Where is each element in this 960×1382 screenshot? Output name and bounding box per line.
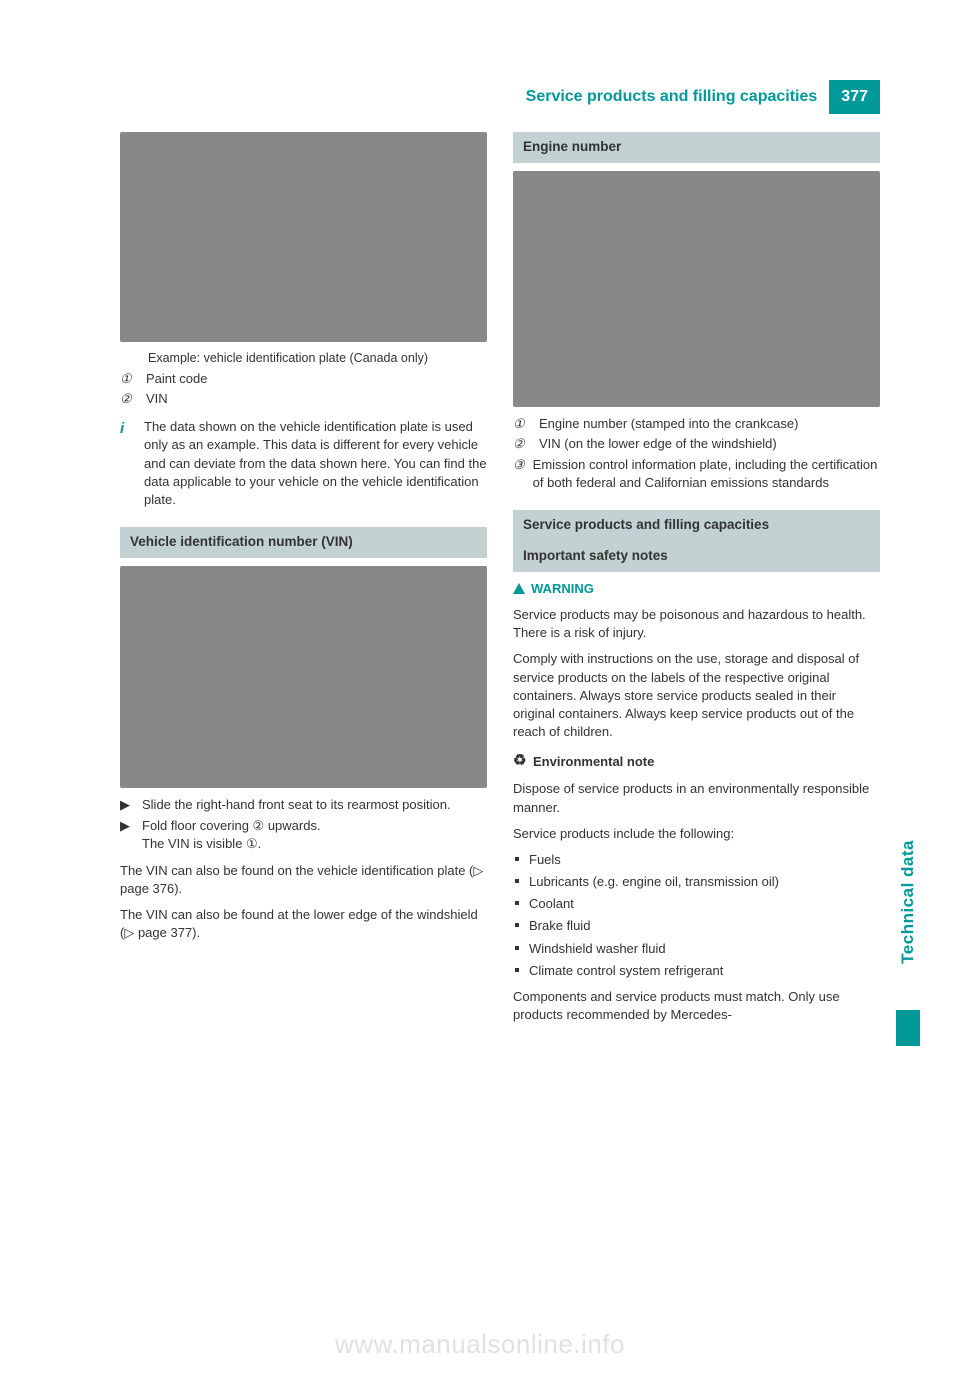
vehicle-id-plate-image <box>120 132 487 342</box>
step-text: Fold floor covering ② upwards. The VIN i… <box>142 817 321 853</box>
callout-num: ① <box>513 415 531 433</box>
section-heading-service: Service products and filling capacities <box>513 510 880 541</box>
list-item: Brake fluid <box>513 917 880 935</box>
warning-heading: WARNING <box>513 580 880 598</box>
callout-row: ② VIN <box>120 390 487 408</box>
callout-num: ① <box>120 370 138 388</box>
callout-row: ③ Emission control information plate, in… <box>513 456 880 492</box>
list-item: Coolant <box>513 895 880 913</box>
callout-num: ② <box>513 435 531 453</box>
service-tail-paragraph: Components and service products must mat… <box>513 988 880 1024</box>
step-caret-icon: ▶ <box>120 817 134 853</box>
environment-icon: ♻ <box>513 751 527 772</box>
content-columns: Example: vehicle identification plate (C… <box>0 132 960 1032</box>
callout-text: VIN (on the lower edge of the windshield… <box>539 435 777 453</box>
id-plate-caption: Example: vehicle identification plate (C… <box>148 350 487 368</box>
warning-paragraph: Comply with instructions on the use, sto… <box>513 650 880 741</box>
engine-number-image <box>513 171 880 407</box>
warning-triangle-icon <box>513 583 525 594</box>
body-paragraph: The VIN can also be found at the lower e… <box>120 906 487 942</box>
page-container: Service products and filling capacities … <box>0 80 960 1382</box>
callout-row: ① Engine number (stamped into the crankc… <box>513 415 880 433</box>
body-paragraph: The VIN can also be found on the vehicle… <box>120 862 487 898</box>
page-header: Service products and filling capacities … <box>120 80 880 114</box>
environment-label: Environmental note <box>533 753 654 771</box>
header-title: Service products and filling capacities <box>526 86 830 108</box>
callout-num: ③ <box>513 456 525 492</box>
callout-row: ① Paint code <box>120 370 487 388</box>
step-text: Slide the right-hand front seat to its r… <box>142 796 451 814</box>
environment-paragraph: Dispose of service products in an enviro… <box>513 780 880 816</box>
callout-text: Emission control information plate, incl… <box>533 456 880 492</box>
side-tab-marker <box>896 1010 920 1046</box>
info-icon: i <box>120 418 136 509</box>
section-heading-vin: Vehicle identification number (VIN) <box>120 527 487 558</box>
info-text: The data shown on the vehicle identifica… <box>144 418 487 509</box>
warning-label: WARNING <box>531 580 594 598</box>
list-item: Lubricants (e.g. engine oil, transmissio… <box>513 873 880 891</box>
environmental-heading: ♻ Environmental note <box>513 751 880 772</box>
right-column: Engine number ① Engine number (stamped i… <box>513 132 880 1032</box>
section-heading-safety: Important safety notes <box>513 541 880 572</box>
callout-text: Engine number (stamped into the crankcas… <box>539 415 798 433</box>
callout-text: Paint code <box>146 370 207 388</box>
info-note: i The data shown on the vehicle identifi… <box>120 418 487 509</box>
callout-num: ② <box>120 390 138 408</box>
section-heading-engine: Engine number <box>513 132 880 163</box>
list-item: Climate control system refrigerant <box>513 962 880 980</box>
list-item: Windshield washer fluid <box>513 940 880 958</box>
callout-row: ② VIN (on the lower edge of the windshie… <box>513 435 880 453</box>
callout-text: VIN <box>146 390 168 408</box>
vin-location-image <box>120 566 487 788</box>
warning-paragraph: Service products may be poisonous and ha… <box>513 606 880 642</box>
step-row: ▶ Fold floor covering ② upwards. The VIN… <box>120 817 487 853</box>
service-products-list: Fuels Lubricants (e.g. engine oil, trans… <box>513 851 880 980</box>
left-column: Example: vehicle identification plate (C… <box>120 132 487 1032</box>
list-item: Fuels <box>513 851 880 869</box>
step-caret-icon: ▶ <box>120 796 134 814</box>
side-tab-label: Technical data <box>896 840 920 964</box>
page-number: 377 <box>829 80 880 114</box>
watermark: www.manualsonline.info <box>0 1326 960 1362</box>
warning-block: WARNING Service products may be poisonou… <box>513 580 880 742</box>
service-intro: Service products include the following: <box>513 825 880 843</box>
step-row: ▶ Slide the right-hand front seat to its… <box>120 796 487 814</box>
